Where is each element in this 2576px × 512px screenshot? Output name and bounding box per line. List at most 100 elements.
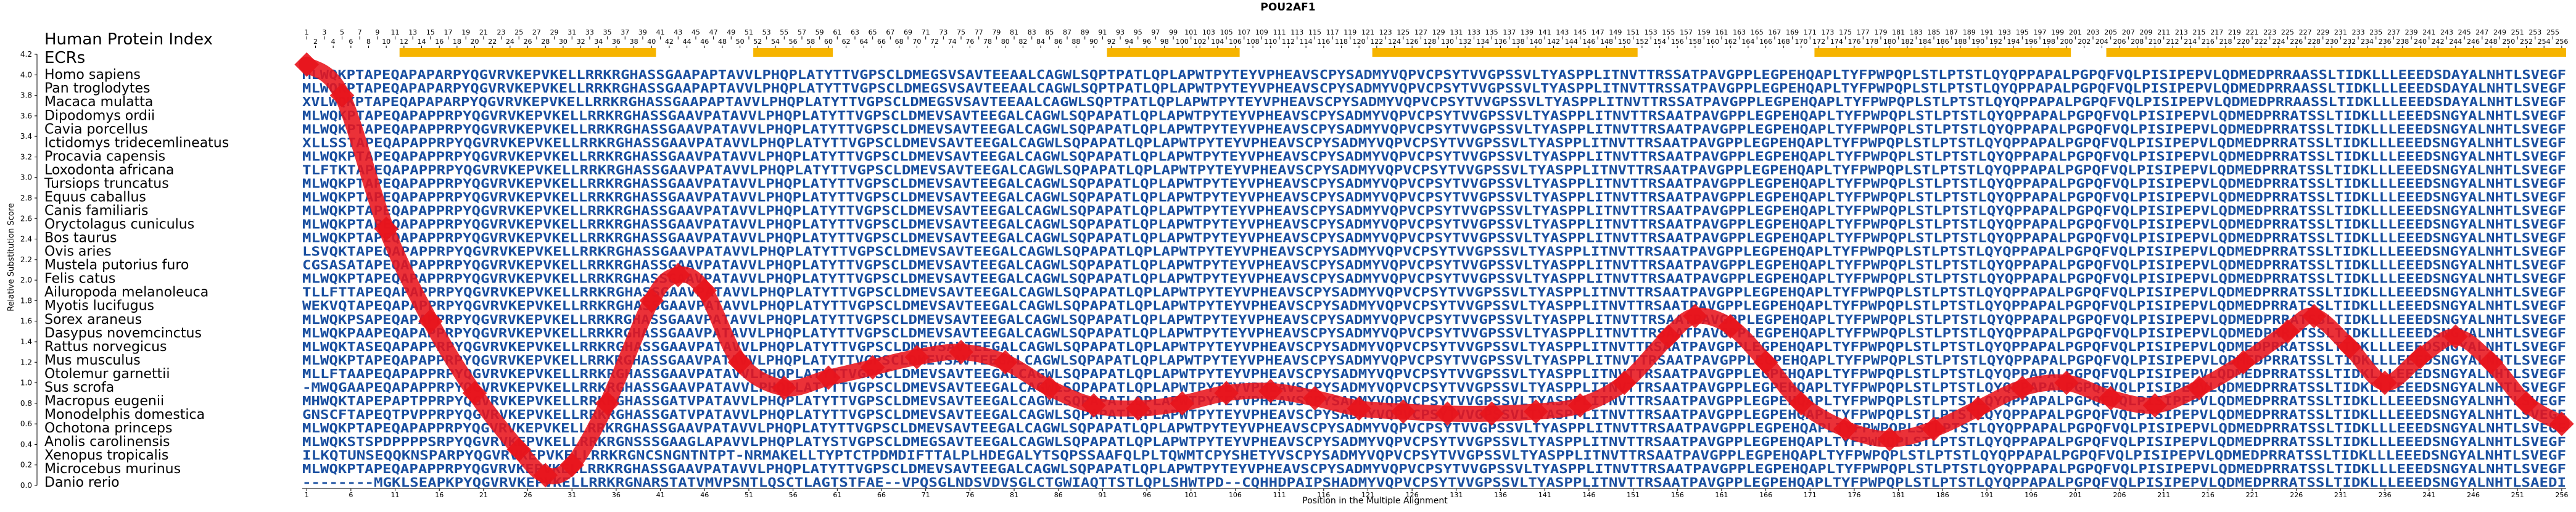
score-curve-point [2443, 324, 2468, 349]
x-axis-tick-label: 121 [1361, 491, 1374, 499]
human-protein-index-tick: 48 [718, 38, 727, 46]
alignment-sequence: MLWQKPTAPEQAPAPPRPYQGVRVKEPVKELLRRKRGHAS… [302, 461, 2566, 476]
human-protein-index-tick: 178 [1865, 38, 1878, 46]
human-protein-index-tick: 117 [1326, 28, 1339, 36]
human-protein-index-tick: 112 [1282, 38, 1295, 46]
alignment-sequence: MLWQKPTAPEQAPAPPRPYQGVRVKEPVKELLRRKRGHAS… [302, 149, 2566, 163]
species-label: Ailuropoda melanoleuca [44, 285, 208, 300]
human-protein-index-tick: 55 [780, 28, 788, 36]
y-axis-tick-label: 3.6 [20, 112, 32, 120]
human-protein-index-tick: 132 [1459, 38, 1472, 46]
human-protein-index-tick: 27 [532, 28, 541, 36]
species-label: Dipodomys ordii [44, 108, 155, 123]
score-curve-point [1214, 381, 1239, 406]
human-protein-index-tick: 201 [2069, 28, 2082, 36]
human-protein-index-tick: 218 [2219, 38, 2232, 46]
human-protein-index-tick: 246 [2467, 38, 2480, 46]
ecr-bar [753, 48, 833, 57]
score-curve-point [1753, 350, 1778, 375]
human-protein-index-ticks: 1234567891011121314151617181920212223242… [305, 28, 2568, 48]
human-protein-index-tick: 242 [2432, 38, 2445, 46]
human-protein-index-tick: 10 [382, 38, 390, 46]
human-protein-index-tick: 254 [2538, 38, 2551, 46]
human-protein-index-tick: 234 [2361, 38, 2374, 46]
human-protein-index-tick: 71 [922, 28, 930, 36]
score-curve-point [1435, 401, 1460, 426]
alignment-sequence: -MWQGAAPEQAPAPPRPYQGVRVKEPVKELLRRKRGHASS… [302, 380, 2566, 395]
score-curve-point [2010, 376, 2035, 400]
human-protein-index-tick: 6 [349, 38, 353, 46]
x-axis-tick-label: 171 [1804, 491, 1817, 499]
human-protein-index-tick: 49 [727, 28, 735, 36]
human-protein-index-tick: 139 [1521, 28, 1534, 36]
x-axis-tick-label: 241 [2422, 491, 2435, 499]
human-protein-index-tick: 124 [1388, 38, 1401, 46]
score-curve-point [329, 83, 355, 108]
human-protein-index-tick: 200 [2060, 38, 2073, 46]
score-curve-point [2275, 319, 2300, 344]
y-axis-tick-label: 2.4 [20, 235, 32, 244]
alignment-sequence: MLWQKSTSPDPPPPSRPYQGVRVKEPVKELLRRKRGNSSS… [302, 434, 2566, 449]
x-axis-tick-label: 236 [2379, 491, 2392, 499]
human-protein-index-tick: 106 [1229, 38, 1242, 46]
species-label: Danio rerio [44, 475, 120, 490]
human-protein-index-tick: 154 [1653, 38, 1666, 46]
x-axis-tick-label: 21 [479, 491, 488, 499]
human-protein-index-tick: 166 [1759, 38, 1772, 46]
human-protein-index-tick: 11 [391, 28, 400, 36]
species-label: Felis catus [44, 271, 115, 287]
human-protein-index-tick: 46 [700, 38, 709, 46]
score-curve-point [2372, 370, 2397, 395]
score-curve-point [860, 355, 885, 380]
human-protein-index-tick: 143 [1556, 28, 1569, 36]
x-axis-tick-label: 66 [877, 491, 886, 499]
human-protein-index-tick: 216 [2202, 38, 2215, 46]
human-protein-index-tick: 224 [2273, 38, 2285, 46]
y-axis-tick-label: 2.6 [20, 214, 32, 223]
human-protein-index-tick: 252 [2520, 38, 2533, 46]
human-protein-index-tick: 164 [1741, 38, 1754, 46]
human-protein-index-tick: 145 [1574, 28, 1587, 36]
chart-title: POU2AF1 [1260, 1, 1315, 14]
human-protein-index-tick: 192 [1989, 38, 2002, 46]
species-label: Bos taurus [44, 231, 117, 246]
x-axis-tick-label: 146 [1582, 491, 1595, 499]
score-curve-point [2337, 334, 2362, 360]
x-axis-tick-label: 91 [1098, 491, 1107, 499]
human-protein-index-tick: 82 [1018, 38, 1027, 46]
alignment-sequence: MLWQKPTAPEQAPAPPRPYQGVRVKEPVKELLRRKRGHAS… [302, 231, 2566, 246]
alignment-sequence: LSVQKTAPEQAPAPPRPYQGVRVKEPVKELLRRKRGHASS… [302, 244, 2566, 259]
human-protein-index-tick: 170 [1794, 38, 1807, 46]
score-curve-point [1922, 416, 1946, 442]
human-protein-index-tick: 188 [1954, 38, 1967, 46]
x-axis-tick-label: 61 [833, 491, 841, 499]
human-protein-index-tick: 140 [1529, 38, 1542, 46]
score-curve-point [1656, 324, 1681, 349]
human-protein-index-tick: 148 [1600, 38, 1613, 46]
human-protein-index-tick: 83 [1028, 28, 1036, 36]
human-protein-index-tick: 184 [1918, 38, 1931, 46]
y-axis-tick-label: 1.0 [20, 379, 32, 387]
human-protein-index-tick: 235 [2369, 28, 2382, 36]
x-axis-tick-label: 1 [305, 491, 309, 499]
human-protein-index-tick: 134 [1476, 38, 1489, 46]
human-protein-index-tick: 66 [877, 38, 886, 46]
human-protein-index-tick: 21 [479, 28, 488, 36]
human-protein-index-tick: 182 [1901, 38, 1913, 46]
alignment-sequence: MLWQKPTAPEQAPAPPRPYQGVRVKEPVKELLRRKRGHAS… [302, 122, 2566, 136]
human-protein-index-tick: 120 [1353, 38, 1366, 46]
species-label: Anolis carolinensis [44, 434, 170, 450]
human-protein-index-tick: 61 [833, 28, 841, 36]
human-protein-index-tick: 89 [1081, 28, 1089, 36]
score-curve-point [1567, 393, 1593, 418]
ecr-bars [399, 48, 2566, 57]
human-protein-index-tick: 107 [1237, 28, 1250, 36]
alignment-sequence: MLWQKPTAPEQAPAPPRPYQGVRVKEPVKELLRRKRGHAS… [302, 421, 2566, 436]
y-axis-tick-label: 1.4 [20, 337, 32, 346]
human-protein-index-tick: 163 [1733, 28, 1746, 36]
human-protein-index-tick: 7 [358, 28, 362, 36]
human-protein-index-tick: 237 [2387, 28, 2400, 36]
score-curve-point [418, 308, 443, 334]
human-protein-index-tick: 31 [568, 28, 576, 36]
y-axis-tick-label: 3.0 [20, 173, 32, 182]
